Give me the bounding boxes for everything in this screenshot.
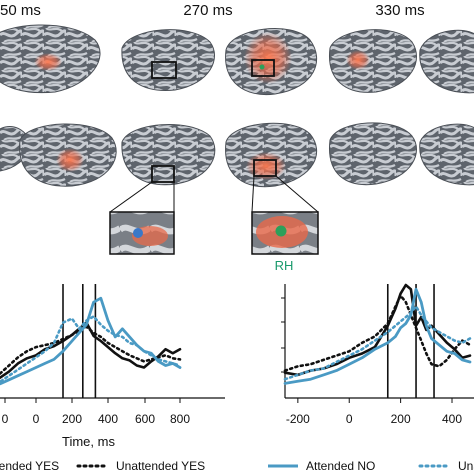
legend-label-attended-yes: Attended YES <box>0 459 59 473</box>
green-dot <box>275 225 287 237</box>
green-dot-small <box>259 64 265 70</box>
series-line-dotted-black <box>283 294 472 372</box>
x-tick-label: -200 <box>286 412 310 426</box>
legend-label-unattended-yes: Unattended YES <box>116 459 205 473</box>
x-tick-label: 400 <box>98 412 118 426</box>
brain-r2-f <box>419 123 474 186</box>
x-tick-label: 200 <box>391 412 411 426</box>
brain-r1-d <box>329 29 417 93</box>
inset-left <box>109 181 175 255</box>
activation-r1-a <box>34 53 62 71</box>
legend-label-attended-no: Attended NO <box>306 459 375 473</box>
x-tick-label: 400 <box>442 412 462 426</box>
series-line-solid-blue <box>283 287 472 385</box>
roi-box-r2-d <box>253 159 277 177</box>
chart-right: -200 0 200 400 <box>281 283 474 426</box>
x-tick-label: 600 <box>135 412 155 426</box>
brain-r2-c <box>121 124 216 186</box>
x-tick-label: 800 <box>170 412 190 426</box>
series-line-solid-black <box>0 321 182 380</box>
series-line-dotted-blue <box>283 305 472 381</box>
inset-right <box>251 175 319 255</box>
brain-row-2 <box>0 122 474 188</box>
series-line-solid-blue <box>0 296 182 386</box>
chart-left-xlabel: Time, ms <box>62 434 115 449</box>
x-tick-label: 0 <box>346 412 353 426</box>
time-label-50: 50 ms <box>0 2 41 19</box>
brain-r2-e <box>329 122 417 186</box>
blue-dot <box>133 228 143 238</box>
brain-r1-b <box>121 29 215 91</box>
roi-box-r1-c <box>251 59 275 77</box>
rh-label: RH <box>275 258 294 273</box>
series-line-dotted-black <box>0 325 182 376</box>
roi-box-r1-b <box>151 61 177 79</box>
series-line-solid-black <box>283 283 472 377</box>
activation-r2-b <box>56 148 84 172</box>
roi-box-r2-c <box>151 165 175 183</box>
x-tick-label: 0 <box>33 412 40 426</box>
legend-label-unattended-no: Unattended NO <box>458 459 474 473</box>
x-tick-label: 200 <box>62 412 82 426</box>
legend: Attended YES Unattended YES Attended NO … <box>0 459 474 473</box>
brain-row-1 <box>0 24 474 96</box>
chart-left: 0 0 200 400 600 800 Time, ms <box>0 284 225 449</box>
activation-r1-c <box>244 32 292 84</box>
time-label-330: 330 ms <box>375 2 424 19</box>
time-label-270: 270 ms <box>183 2 232 19</box>
series-line-dotted-blue <box>0 315 182 384</box>
activation-r1-d <box>346 50 370 70</box>
brain-r1-e <box>419 29 474 94</box>
x-tick-label: 0 <box>2 412 9 426</box>
